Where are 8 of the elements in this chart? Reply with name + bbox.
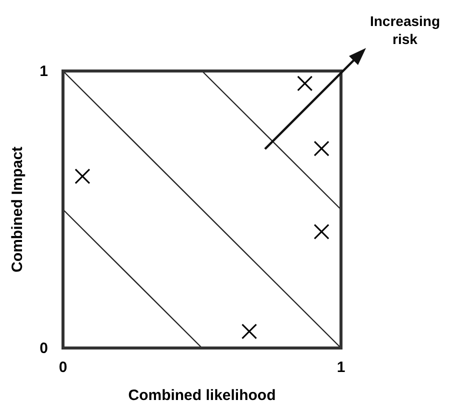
point <box>74 168 90 184</box>
point <box>241 324 258 340</box>
text: Increasing risk <box>370 13 440 47</box>
point <box>297 76 313 92</box>
x-axis-title: Combined likelihood <box>128 387 276 404</box>
y-axis-title: Combined Impact <box>9 146 26 272</box>
point <box>314 140 330 156</box>
point <box>314 224 330 240</box>
